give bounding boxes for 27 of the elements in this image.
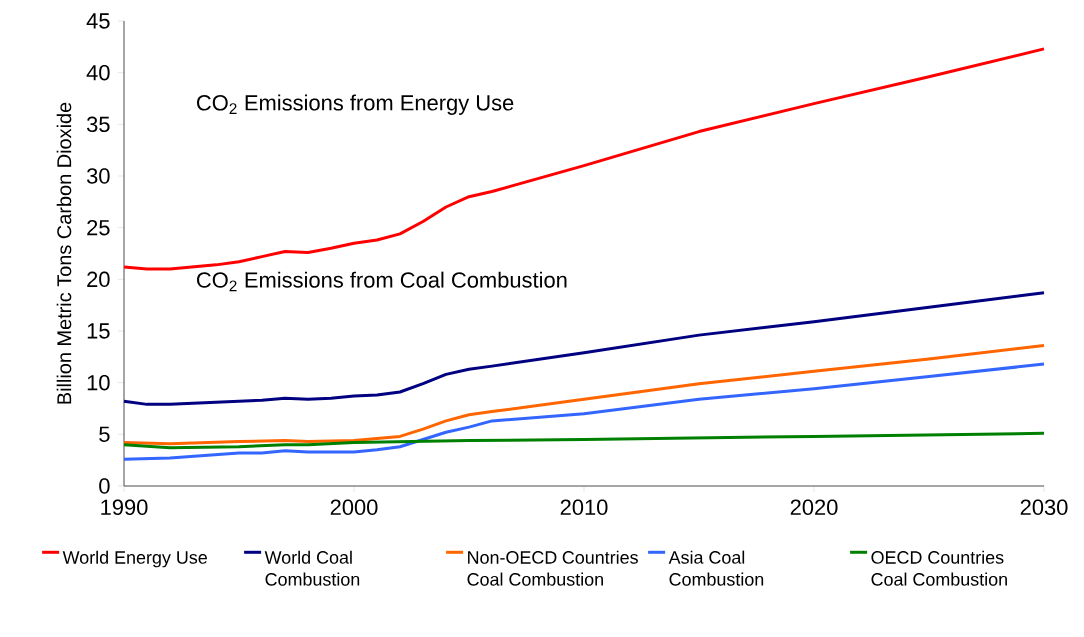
y-tick-label: 40 (86, 64, 110, 81)
x-tick-label: 2000 (330, 499, 378, 516)
legend-label: Non-OECD Countries Coal Combustion (467, 550, 638, 586)
annotation: CO$_{2}$ Emissions from Coal Combustion (197, 271, 567, 292)
y-tick-label: 0 (99, 478, 110, 494)
legend-label: Asia Coal Combustion (668, 550, 764, 586)
y-axis-title: Billion Metric Tons Carbon Dioxide (56, 102, 72, 404)
line-series (122, 362, 1046, 461)
x-tick-label: 2020 (790, 499, 838, 516)
legend-label: World Energy Use (62, 550, 207, 568)
line-series (122, 431, 1046, 450)
y-tick-label: 5 (99, 426, 110, 442)
x-tick-label: 2030 (1020, 499, 1068, 516)
y-tick-label: 20 (87, 271, 110, 288)
y-tick-label: 30 (86, 168, 110, 184)
y-tick-label: 45 (86, 13, 110, 29)
y-tick-label: 25 (87, 219, 110, 236)
line-series (122, 291, 1046, 406)
y-tick-label: 10 (87, 374, 110, 391)
x-tick-label: 1990 (101, 499, 148, 516)
annotation: CO$_{2}$ Emissions from Energy Use (197, 94, 514, 115)
legend-label: OECD Countries Coal Combustion (871, 550, 1007, 586)
x-tick-label: 2010 (560, 499, 608, 516)
y-tick-label: 35 (86, 116, 110, 133)
y-tick-label: 15 (87, 323, 110, 339)
line-series (122, 343, 1046, 446)
legend-label: World Coal Combustion (264, 550, 360, 586)
